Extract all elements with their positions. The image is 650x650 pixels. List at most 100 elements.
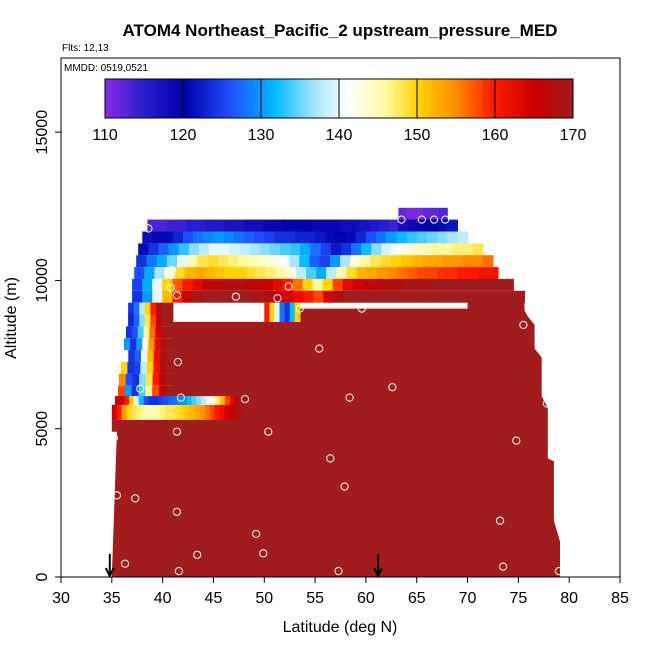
heatmap-cell bbox=[111, 405, 118, 420]
heatmap-cell bbox=[150, 302, 157, 315]
colorbar: 110 120 130 140 150 160 170 bbox=[92, 78, 586, 144]
heatmap-cell bbox=[313, 290, 324, 303]
heatmap-cell bbox=[336, 267, 347, 279]
heatmap-cell bbox=[152, 231, 164, 244]
heatmap-step-1 bbox=[114, 396, 250, 405]
sample-point bbox=[112, 491, 122, 500]
heatmap-cell bbox=[147, 350, 155, 362]
heatmap-cell bbox=[154, 338, 162, 351]
heatmap-cell bbox=[376, 267, 388, 279]
heatmap-left-7 bbox=[118, 373, 174, 386]
heatmap-cell bbox=[442, 243, 453, 256]
heatmap-cell bbox=[482, 255, 494, 268]
heatmap-cell bbox=[214, 405, 221, 420]
heatmap-cell bbox=[503, 278, 514, 291]
heatmap-cell bbox=[388, 219, 400, 232]
heatmap-cell bbox=[183, 231, 194, 244]
heatmap-cell bbox=[365, 231, 377, 244]
heatmap-cell bbox=[381, 243, 393, 256]
heatmap-cell bbox=[182, 290, 194, 303]
heatmap-cell bbox=[325, 231, 337, 244]
heatmap-cell bbox=[263, 219, 274, 232]
sample-point bbox=[397, 215, 406, 224]
heatmap-cell bbox=[229, 405, 235, 420]
heatmap-cell bbox=[134, 396, 140, 405]
heatmap-cell bbox=[153, 350, 161, 362]
heatmap-cell bbox=[152, 290, 163, 303]
heatmap-left-1 bbox=[128, 302, 174, 315]
heatmap-cell bbox=[167, 302, 174, 315]
heatmap-cell bbox=[462, 255, 474, 268]
heatmap-cell bbox=[219, 243, 230, 256]
heatmap-cell bbox=[126, 405, 132, 420]
heatmap-cell bbox=[161, 302, 168, 315]
heatmap-cell bbox=[114, 396, 121, 405]
heatmap-cell bbox=[393, 290, 405, 303]
heatmap-cell bbox=[152, 373, 160, 386]
heatmap-cell bbox=[330, 219, 342, 232]
x-tick-label: 60 bbox=[357, 590, 375, 607]
colorbar-tick-label: 140 bbox=[326, 127, 353, 144]
heatmap-cell bbox=[340, 219, 351, 232]
colorbar-tick-label: 130 bbox=[248, 127, 275, 144]
heatmap-cell bbox=[144, 314, 151, 327]
heatmap-cell bbox=[194, 267, 206, 279]
heatmap-cell bbox=[406, 207, 416, 223]
heatmap-cell bbox=[369, 219, 380, 232]
heatmap-cell bbox=[299, 255, 311, 268]
heatmap-cell bbox=[119, 396, 126, 405]
heatmap-cell bbox=[215, 219, 226, 232]
heatmap-cell bbox=[386, 231, 397, 244]
sample-point bbox=[252, 529, 261, 539]
heatmap-cell bbox=[310, 243, 322, 256]
sample-point bbox=[315, 344, 324, 353]
heatmap-cell bbox=[274, 231, 286, 244]
heatmap-cell bbox=[275, 267, 287, 279]
heatmap-cell bbox=[203, 231, 215, 244]
heatmap-cell bbox=[467, 267, 479, 279]
heatmap-cell bbox=[188, 243, 200, 256]
heatmap-cell bbox=[284, 231, 296, 244]
heatmap-cell bbox=[124, 385, 133, 398]
heatmap-cell bbox=[220, 396, 226, 405]
heatmap-cell bbox=[293, 290, 304, 303]
heatmap-cell bbox=[294, 302, 301, 322]
sample-point bbox=[334, 567, 343, 576]
heatmap-cell bbox=[282, 219, 293, 232]
heatmap-cell bbox=[444, 290, 455, 303]
sample-points bbox=[109, 215, 564, 576]
heatmap-cell bbox=[172, 396, 178, 405]
heatmap-left-5 bbox=[122, 350, 174, 362]
heatmap-cell bbox=[209, 405, 216, 420]
heatmap-cell bbox=[401, 243, 413, 256]
heatmap-cell bbox=[136, 255, 147, 268]
heatmap-cell bbox=[421, 255, 433, 268]
heatmap-cell bbox=[411, 255, 423, 268]
sample-point bbox=[340, 482, 349, 491]
heatmap-cell bbox=[282, 278, 294, 291]
sample-point bbox=[172, 427, 181, 436]
heatmap-cell bbox=[323, 290, 334, 303]
heatmap-cell bbox=[205, 219, 216, 232]
heatmap-cell bbox=[303, 290, 314, 303]
sample-point bbox=[542, 399, 551, 408]
heatmap-cell bbox=[371, 243, 382, 256]
heatmap-cell bbox=[207, 255, 219, 268]
x-tick-label: 55 bbox=[306, 590, 324, 607]
heatmap-cell bbox=[229, 396, 236, 405]
heatmap-cell bbox=[269, 302, 276, 322]
heatmap-cell bbox=[122, 350, 129, 362]
heatmap-cell bbox=[155, 326, 162, 339]
heatmap-cell bbox=[227, 255, 239, 268]
heatmap-cell bbox=[229, 243, 241, 256]
sample-point bbox=[240, 395, 250, 404]
heatmap-cell bbox=[185, 405, 191, 420]
heatmap-cell bbox=[121, 405, 128, 420]
heatmap-cell bbox=[433, 278, 444, 291]
heatmap-cell bbox=[154, 267, 166, 279]
heatmap-cell bbox=[177, 255, 188, 268]
heatmap-cell bbox=[128, 350, 136, 362]
heatmap-cell bbox=[427, 267, 438, 279]
heatmap-cell bbox=[150, 314, 157, 327]
heatmap-cell bbox=[202, 290, 214, 303]
